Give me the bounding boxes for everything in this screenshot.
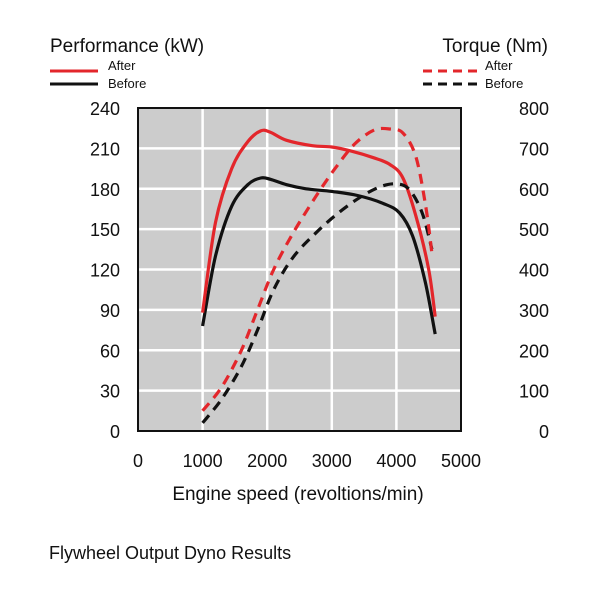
legend-performance-after-label: After <box>108 58 136 73</box>
series-line-torque-after <box>201 126 434 412</box>
plot-frame <box>137 107 462 432</box>
legend-torque-before-label: Before <box>485 76 523 91</box>
left-tick-label: 240 <box>90 99 120 119</box>
x-tick-label: 3000 <box>312 451 352 471</box>
right-axis-ticks: 0 100 200 300 400 500 600 700 800 <box>519 99 549 442</box>
left-tick-label: 60 <box>100 341 120 361</box>
right-tick-label: 600 <box>519 180 549 200</box>
left-tick-label: 210 <box>90 139 120 159</box>
x-axis-ticks: 0 1000 2000 3000 4000 5000 <box>133 451 481 471</box>
right-tick-label: 200 <box>519 341 549 361</box>
performance-axis-title: Performance (kW) <box>50 36 204 57</box>
left-axis-ticks: 0 30 60 90 120 150 180 210 240 <box>90 99 120 442</box>
right-tick-label: 500 <box>519 220 549 240</box>
left-tick-label: 150 <box>90 220 120 240</box>
right-tick-label: 0 <box>539 422 549 442</box>
series-line-performance-after <box>201 128 437 317</box>
x-tick-label: 1000 <box>183 451 223 471</box>
chart-caption: Flywheel Output Dyno Results <box>49 543 291 563</box>
series-line-torque-before <box>201 182 434 424</box>
right-tick-label: 400 <box>519 261 549 281</box>
legend-performance-before-label: Before <box>108 76 146 91</box>
x-tick-label: 2000 <box>247 451 287 471</box>
series-layer <box>201 126 437 424</box>
x-tick-label: 0 <box>133 451 143 471</box>
series-line-performance-before <box>201 176 437 335</box>
right-tick-label: 100 <box>519 382 549 402</box>
x-axis-label: Engine speed (revoltions/min) <box>172 484 423 505</box>
left-tick-label: 180 <box>90 180 120 200</box>
left-tick-label: 120 <box>90 261 120 281</box>
right-tick-label: 300 <box>519 301 549 321</box>
torque-axis-title: Torque (Nm) <box>442 36 548 57</box>
left-tick-label: 30 <box>100 382 120 402</box>
left-tick-label: 0 <box>110 422 120 442</box>
legend-torque-after-label: After <box>485 58 513 73</box>
left-tick-label: 90 <box>100 301 120 321</box>
right-tick-label: 800 <box>519 99 549 119</box>
right-tick-label: 700 <box>519 139 549 159</box>
x-tick-label: 5000 <box>441 451 481 471</box>
x-tick-label: 4000 <box>376 451 416 471</box>
